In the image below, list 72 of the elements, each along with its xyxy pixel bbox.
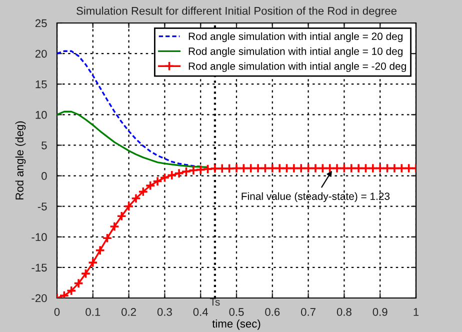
point [238,163,249,174]
point [318,163,328,174]
legend-label: Rod angle simulation with intial angle = 20 deg [188,32,402,42]
point [346,163,356,174]
y-axis-title: Rod angle (deg) [15,121,26,200]
point [260,163,270,174]
point [181,166,192,177]
point [224,163,234,174]
point [288,163,300,174]
annotation: Final value (steady-state) = 1.23 [242,192,390,202]
point [274,163,285,174]
point [382,163,392,174]
point [102,233,112,244]
point [332,163,342,174]
x-tick-label: 0.9 [372,308,388,316]
line-series [57,110,209,168]
x-tick-label: 1 [414,308,419,316]
ref-line-label: Ts [210,298,220,306]
point [404,163,414,174]
x-axis-title: time (sec) [212,319,260,330]
point [196,164,206,175]
point [116,211,127,222]
x-tick-label: 0.2 [122,308,136,316]
point [353,163,364,174]
point [339,163,350,174]
x-tick-label: 0 [54,308,60,316]
chart-title: Simulation Result for different Initial Position of the Rod in degree [76,6,396,17]
y-tick-label: 0 [42,172,47,180]
point [231,163,242,174]
point [217,163,228,174]
y-tick-label: 5 [42,142,47,150]
point [73,278,84,288]
x-tick-label: 0.1 [86,308,100,316]
point [202,164,213,174]
y-tick-label: -20 [32,294,47,302]
x-tick-label: 0.4 [193,308,208,316]
point [267,163,278,174]
x-tick-label: 0.3 [157,308,172,316]
point [80,268,91,279]
y-tick-label: -10 [32,233,47,242]
point [282,163,292,174]
y-tick-label: 15 [36,80,47,88]
x-tick-label: 0.8 [336,308,352,316]
point [246,163,256,174]
x-tick-label: 0.5 [229,308,244,316]
point [130,193,142,204]
legend-label: Rod angle simulation with intial angle = -20 deg [188,62,406,72]
point [310,163,321,174]
point [109,221,120,232]
point [360,163,371,174]
point [396,163,407,174]
legend-label: Rod angle simulation with intial angle = 10 deg [188,47,402,58]
point [124,201,134,212]
point [210,163,220,174]
point [174,168,184,178]
point [368,163,378,174]
x-tick-label: 0.6 [265,308,280,316]
x-tick-label: 0.7 [301,308,316,316]
y-tick-label: -15 [32,264,47,272]
y-tick-label: 20 [35,50,47,58]
point [88,257,98,268]
point [389,163,400,174]
point [296,163,306,174]
point [375,163,386,174]
y-tick-label: 25 [35,19,47,28]
point [324,163,335,174]
point [188,165,198,176]
y-tick-label: -5 [38,202,47,210]
point [303,163,314,174]
point [95,245,106,256]
y-tick-label: 10 [36,110,47,119]
point [252,163,264,174]
